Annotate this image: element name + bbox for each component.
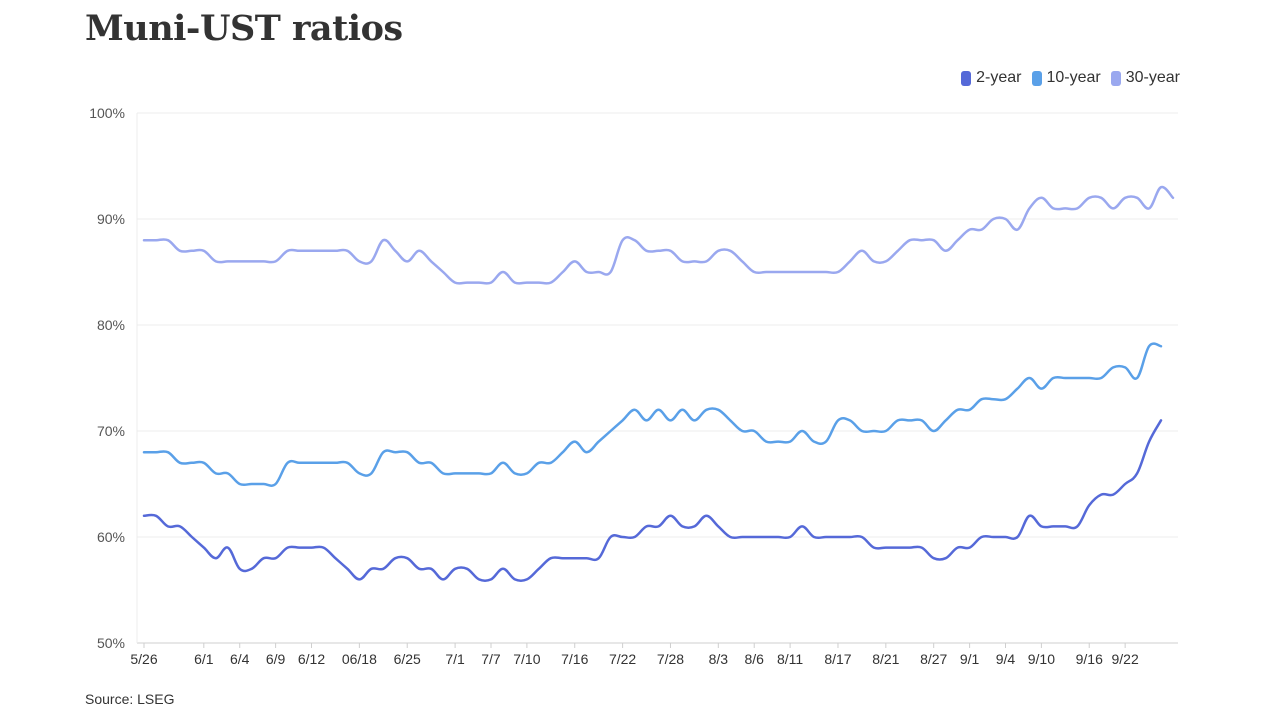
legend-swatch-30-year [1110,70,1121,86]
y-tick-label: 60% [97,529,125,545]
series-line-30-year[interactable] [142,185,1175,285]
legend-item-30-year[interactable]: 30-year [1110,69,1180,87]
x-tick-label: 8/6 [744,651,764,667]
legend-label-10-year: 10-year [1046,69,1101,86]
x-tick-label: 7/1 [445,651,465,667]
x-tick-label: 8/17 [824,651,851,667]
x-tick-label: 7/16 [561,651,588,667]
y-axis: 50% 60% 70% 80% 90% 100% [89,105,125,651]
legend-swatch-2-year [961,70,972,86]
x-tick-label: 7/10 [513,651,540,667]
x-tick-label: 5/26 [130,651,157,667]
x-axis: 5/26 6/1 6/4 6/9 6/12 06/18 6/25 7/1 7/7 7/10 7/16… [130,643,1139,667]
legend-label-30-year: 30-year [1125,69,1180,86]
y-tick-label: 80% [97,317,125,333]
x-tick-label: 8/3 [709,651,729,667]
x-tick-label: 9/4 [996,651,1016,667]
x-tick-label: 8/21 [872,651,899,667]
series-line-2-year[interactable] [142,419,1163,583]
x-tick-label: 9/1 [960,651,980,667]
x-tick-label: 6/9 [266,651,286,667]
series-line-10-year[interactable] [142,342,1163,487]
x-tick-label: 06/18 [342,651,377,667]
y-tick-label: 70% [97,423,125,439]
x-tick-label: 7/7 [481,651,501,667]
source-note: Source: LSEG [85,691,175,707]
x-tick-label: 6/1 [194,651,214,667]
x-tick-label: 7/28 [657,651,684,667]
series-lines [142,185,1175,583]
legend-swatch-10-year [1031,70,1042,86]
chart-legend: 2-year 10-year 30-year [961,69,1180,87]
x-tick-label: 8/27 [920,651,947,667]
legend-item-10-year[interactable]: 10-year [1031,69,1101,87]
x-tick-label: 7/22 [609,651,636,667]
x-tick-label: 6/4 [230,651,250,667]
x-tick-label: 9/22 [1112,651,1139,667]
y-tick-label: 100% [89,105,125,121]
legend-label-2-year: 2-year [976,69,1022,86]
x-tick-label: 6/25 [394,651,421,667]
x-tick-label: 6/12 [298,651,325,667]
x-tick-label: 9/10 [1028,651,1055,667]
chart-title: Muni-UST ratios [85,8,403,49]
x-tick-label: 8/11 [777,651,803,667]
x-tick-label: 9/16 [1076,651,1103,667]
legend-item-2-year[interactable]: 2-year [961,69,1022,87]
y-tick-label: 50% [97,635,125,651]
gridlines [136,112,1178,644]
y-tick-label: 90% [97,211,125,227]
